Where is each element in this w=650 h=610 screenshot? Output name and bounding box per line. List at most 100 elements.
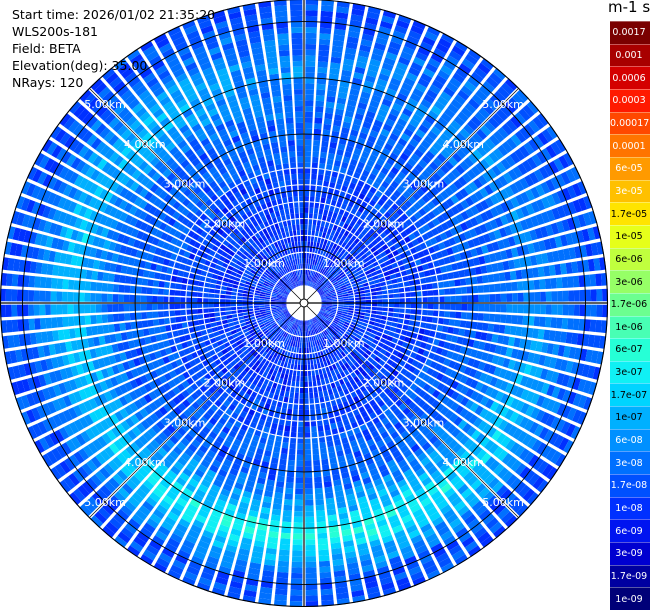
ray-gate — [295, 471, 304, 478]
ray-gate — [11, 274, 19, 287]
ray-gate — [305, 100, 314, 107]
ray-gate — [330, 217, 336, 224]
ray-gate — [305, 10, 318, 17]
ray-gate — [421, 119, 433, 130]
ray-gate — [425, 165, 435, 175]
ray-gate — [440, 149, 451, 159]
ray-gate — [323, 209, 329, 216]
ray-gate — [313, 253, 317, 260]
ray-gate — [367, 105, 378, 114]
ray-gate — [451, 45, 466, 57]
ray-gate — [365, 250, 372, 257]
ray-gate — [318, 543, 329, 551]
ray-gate — [16, 304, 23, 317]
ray-gate — [319, 442, 327, 449]
ray-gate — [472, 132, 483, 144]
ray-gate — [343, 116, 353, 124]
ray-gate — [305, 72, 315, 79]
ray-gate — [436, 153, 447, 163]
ray-gate — [315, 499, 325, 506]
ray-gate — [316, 89, 326, 96]
ray-gate — [439, 296, 445, 303]
ray-gate — [6, 320, 13, 333]
ray-gate — [292, 550, 303, 557]
ray-gate — [450, 295, 456, 303]
ray-gate — [325, 233, 330, 240]
ray-gate — [412, 19, 427, 30]
ray-gate — [317, 174, 324, 181]
ray-gate — [424, 135, 435, 145]
ray-gate — [270, 457, 279, 465]
ray-gate — [366, 69, 378, 78]
ray-gate — [112, 294, 119, 302]
ray-gate — [482, 103, 494, 115]
ray-gate — [454, 253, 462, 262]
ray-gate — [304, 443, 311, 450]
ray-gate — [368, 235, 375, 243]
ray-gate — [305, 578, 318, 585]
ray-gate — [487, 274, 495, 283]
ray-gate — [570, 166, 581, 181]
ray-gate — [516, 315, 524, 325]
ray-gate — [417, 174, 427, 183]
ray-gate — [364, 232, 372, 239]
ray-gate — [545, 179, 556, 192]
ray-gate — [531, 154, 543, 167]
ray-gate — [360, 91, 371, 100]
ray-gate — [304, 246, 307, 253]
ray-gate — [533, 316, 540, 327]
ray-gate — [460, 286, 467, 294]
ray-gate — [343, 58, 355, 66]
ray-gate — [336, 226, 342, 233]
ray-gate — [346, 246, 353, 253]
ray-gate — [469, 228, 478, 238]
ray-gate — [320, 447, 327, 455]
ray-gate — [398, 56, 411, 66]
ray-gate — [389, 152, 399, 161]
ray-gate — [383, 271, 390, 277]
ray-gate — [317, 179, 323, 187]
ray-gate — [304, 353, 307, 360]
ray-gate — [448, 319, 456, 326]
ray-gate — [305, 274, 307, 281]
ray-gate — [51, 317, 58, 329]
ray-gate — [551, 304, 558, 315]
ray-gate — [365, 309, 372, 314]
ray-gate — [341, 265, 348, 271]
ray-gate — [378, 26, 392, 35]
ray-gate — [360, 236, 368, 243]
ray-gate — [332, 125, 341, 133]
ray-gate — [367, 264, 374, 270]
ray-gate — [455, 311, 462, 319]
ray-gate — [242, 290, 249, 294]
ray-gate — [329, 141, 338, 149]
ray-gate — [447, 103, 459, 114]
ray-gate — [336, 6, 349, 14]
ray-gate — [308, 387, 313, 393]
ray-gate — [264, 306, 271, 309]
ray-gate — [305, 561, 317, 568]
ray-gate — [78, 292, 85, 302]
ray-gate — [108, 273, 115, 282]
ray-gate — [264, 299, 271, 301]
ray-gate — [428, 176, 438, 186]
ray-gate — [482, 275, 489, 284]
ray-gate — [494, 191, 505, 203]
ray-gate — [475, 214, 484, 225]
ray-gate — [343, 307, 349, 310]
ray-gate — [313, 213, 318, 220]
ray-gate — [397, 171, 406, 180]
ray-gate — [488, 151, 499, 163]
ray-gate — [352, 251, 359, 258]
ray-gate — [393, 288, 400, 294]
ray-gate — [369, 99, 380, 109]
ray-gate — [427, 310, 434, 316]
ray-gate — [329, 287, 335, 292]
ray-gate — [467, 119, 479, 131]
ray-gate — [209, 317, 216, 323]
ray-gate — [383, 57, 396, 66]
ray-gate — [325, 497, 335, 505]
ray-gate — [387, 171, 396, 180]
ray-gate — [544, 317, 552, 328]
ray-gate — [328, 73, 339, 81]
